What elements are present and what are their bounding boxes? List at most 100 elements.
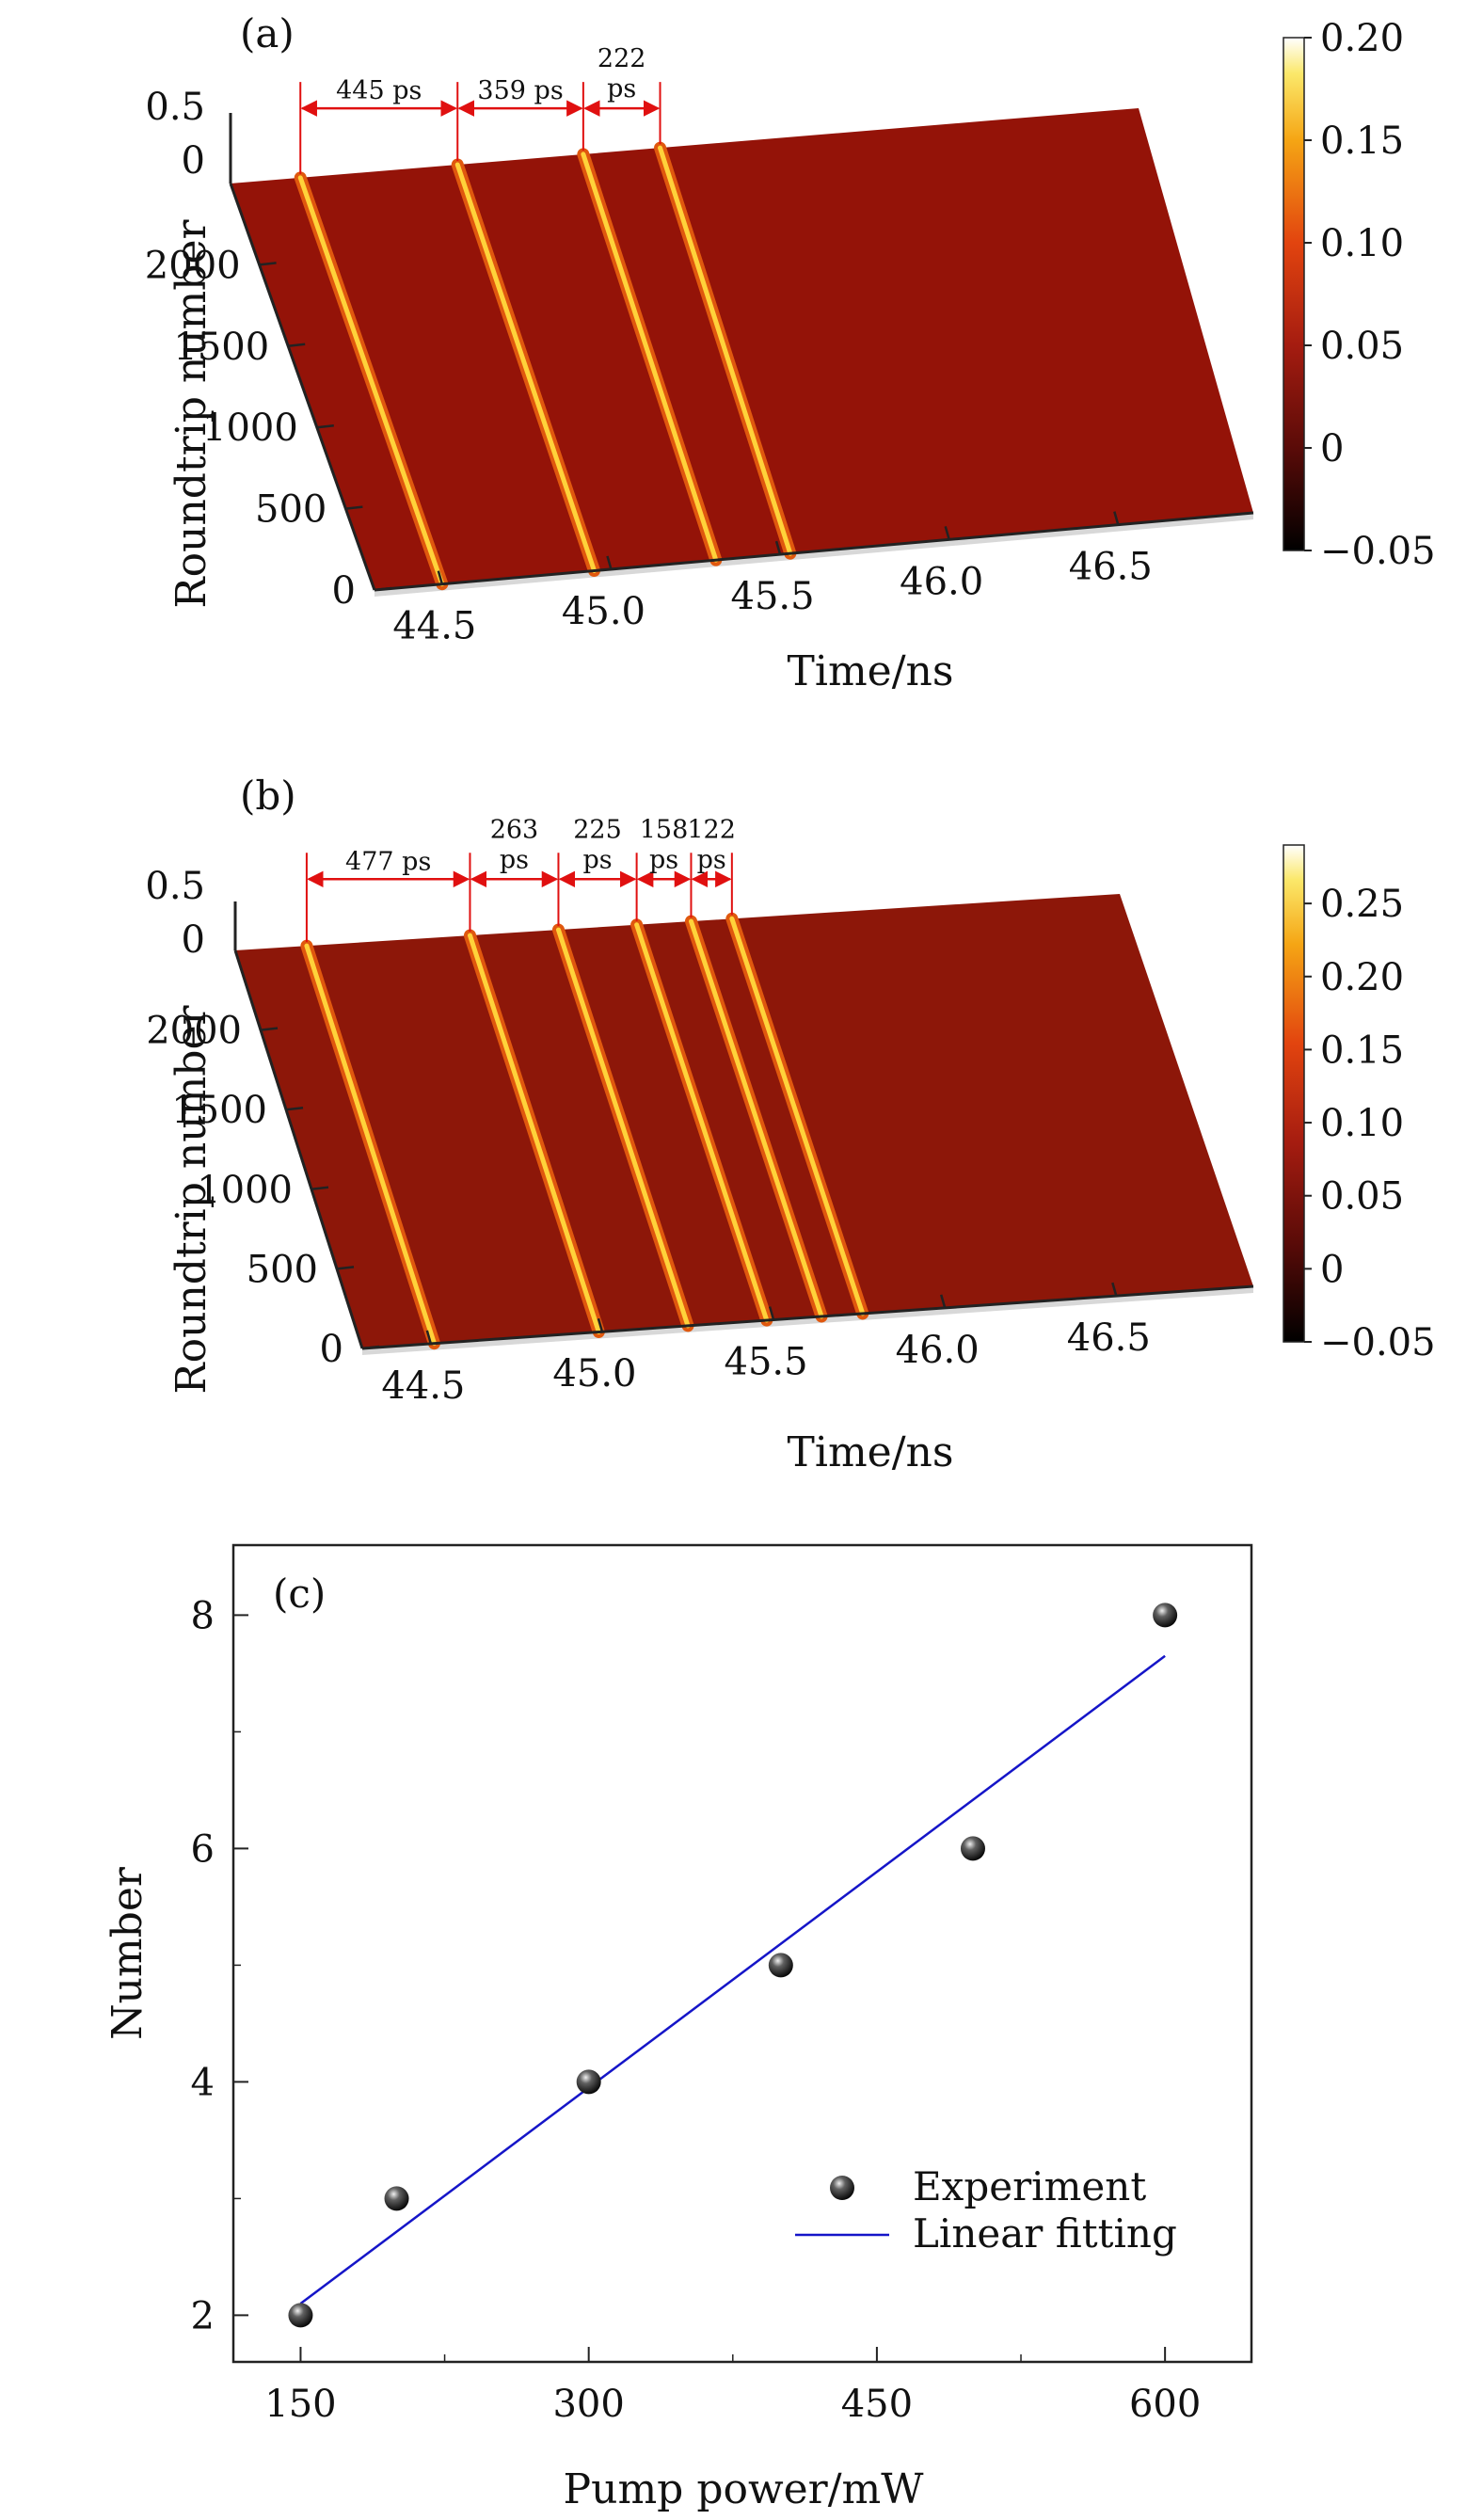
y-tick-label-c-1: 4 (191, 2061, 215, 2104)
y-axis-a (229, 183, 376, 591)
pulse-core-a-0 (297, 175, 445, 587)
x-tick-mark-b-1 (597, 1317, 604, 1332)
colorbar-tick-label-b-3: 0.10 (1320, 1102, 1404, 1145)
surface-plane-a (231, 108, 1253, 590)
y-tick-label-c-0: 2 (191, 2294, 215, 2337)
panel-label-a: (a) (240, 10, 295, 56)
panel-label-b: (b) (240, 773, 296, 819)
y-tick-label-a-3: 1500 (173, 326, 269, 369)
legend-label-experiment: Experiment (913, 2163, 1146, 2209)
x-tick-label-a-3: 46.0 (900, 560, 983, 603)
y-tick-mark-a-4 (259, 262, 277, 266)
y-tick-mark-b-0 (361, 1345, 380, 1350)
y-tick-label-b-0: 0 (320, 1328, 343, 1371)
z-tick-a-0: 0.5 (145, 86, 205, 129)
annotation-label-a-2: 222 (598, 44, 646, 73)
colorbar-tick-label-b-0: 0.25 (1320, 883, 1404, 926)
x-ticks-a: 44.5 45.0 45.5 46.0 46.5 (392, 511, 1153, 648)
x-tick-mark-a-1 (606, 555, 613, 570)
pulse-core-b-3 (634, 922, 770, 1323)
data-point-1 (384, 2186, 409, 2211)
x-tick-mark-a-0 (437, 570, 444, 585)
annotation-unit-b-4: ps (697, 845, 726, 874)
pulse-core-b-0 (304, 943, 437, 1347)
colorbar-tick-label-b-6: −0.05 (1320, 1321, 1436, 1364)
x-tick-label-c-2: 450 (841, 2383, 913, 2426)
colorbar-tick-label-a-3: 0.05 (1320, 325, 1404, 368)
y-tick-mark-a-0 (374, 586, 392, 592)
annotation-unit-b-3: ps (649, 845, 678, 874)
pulse-core-b-2 (555, 927, 691, 1329)
pulse-core-a-3 (658, 145, 793, 556)
x-tick-label-c-0: 150 (264, 2383, 336, 2426)
panel-c: 150 300 450 600 2 4 6 8 (c) Pump power/mW Numbe… (104, 1543, 1253, 2513)
legend: Experiment Linear fitting (795, 2163, 1177, 2257)
y-tick-mark-a-1 (345, 505, 363, 510)
colorbar-ticks-b: 0.25 0.20 0.15 0.10 0.05 0 −0.05 (1304, 883, 1436, 1364)
colorbar-tick-label-b-5: 0 (1320, 1248, 1344, 1291)
y-tick-mark-b-4 (260, 1027, 279, 1031)
surface-front-edge-b (362, 1286, 1253, 1355)
legend-label-linear-fitting: Linear fitting (913, 2210, 1177, 2257)
colorbar-tick-label-a-4: 0 (1320, 427, 1344, 471)
x-tick-label-a-0: 44.5 (392, 605, 476, 648)
colorbar-tick-label-a-0: 0.20 (1320, 17, 1404, 60)
x-axis-label-a: Time/ns (788, 647, 954, 695)
colorbar-a (1283, 37, 1305, 551)
data-point-0 (288, 2303, 313, 2328)
y-axis-label-a: Roundtrip number (167, 219, 215, 609)
x-axis-label-c: Pump power/mW (564, 2465, 925, 2513)
x-axis-b (361, 1284, 1254, 1350)
colorbar-b (1283, 844, 1305, 1343)
y-tick-label-b-2: 1000 (197, 1169, 293, 1212)
x-tick-label-b-0: 44.5 (381, 1364, 465, 1408)
plot-frame-c (231, 1543, 1253, 2364)
x-tick-mark-b-0 (425, 1330, 433, 1345)
data-point-2 (576, 2069, 601, 2095)
pulse-core-a-1 (454, 162, 597, 573)
panel-label-c: (c) (273, 1571, 326, 1617)
z-tick-a-1: 0 (182, 139, 205, 183)
x-tick-mark-a-4 (1113, 511, 1120, 525)
colorbar-tick-label-b-1: 0.20 (1320, 956, 1404, 999)
y-tick-label-c-2: 6 (191, 1827, 215, 1871)
y-axis-label-b: Roundtrip number (167, 1005, 215, 1395)
y-tick-mark-a-3 (288, 343, 306, 348)
pulse-core-b-5 (729, 916, 866, 1316)
y-tick-mark-b-3 (285, 1106, 304, 1111)
x-ticks-b: 44.5 45.0 45.5 46.0 46.5 (381, 1282, 1151, 1408)
x-axis-a (374, 511, 1254, 592)
legend-marker-experiment (830, 2176, 854, 2200)
annotation-label-b-4: 122 (687, 815, 736, 844)
x-tick-mark-b-4 (1111, 1282, 1118, 1297)
pulse-core-a-2 (581, 152, 719, 563)
x-tick-label-a-1: 45.0 (562, 590, 645, 633)
x-tick-mark-b-3 (939, 1294, 947, 1309)
data-point-4 (960, 1836, 985, 1861)
x-tick-label-b-3: 46.0 (896, 1329, 980, 1372)
x-tick-label-b-2: 45.5 (725, 1341, 808, 1384)
x-tick-label-b-4: 46.5 (1067, 1316, 1151, 1360)
x-tick-label-a-4: 46.5 (1069, 546, 1153, 589)
x-axis-label-b: Time/ns (788, 1428, 954, 1476)
x-tick-label-b-1: 45.0 (552, 1352, 636, 1396)
y-tick-mark-a-2 (316, 423, 334, 429)
data-point-5 (1153, 1603, 1178, 1628)
annotation-label-a-1: 359 ps (477, 76, 563, 105)
x-tick-label-a-2: 45.5 (731, 575, 815, 618)
experiment-points (288, 1603, 1178, 2328)
x-tick-mark-a-2 (774, 540, 782, 555)
y-tick-mark-b-2 (311, 1186, 329, 1191)
pulse-core-b-1 (467, 933, 601, 1334)
annotation-label-b-1: 263 (490, 815, 539, 844)
x-tick-label-c-3: 600 (1129, 2383, 1201, 2426)
annotation-unit-b-2: ps (582, 845, 612, 874)
colorbar-ticks-a: 0.20 0.15 0.10 0.05 0 −0.05 (1304, 17, 1436, 573)
y-tick-label-a-2: 1000 (202, 407, 298, 450)
y-tick-label-a-0: 0 (332, 569, 356, 613)
